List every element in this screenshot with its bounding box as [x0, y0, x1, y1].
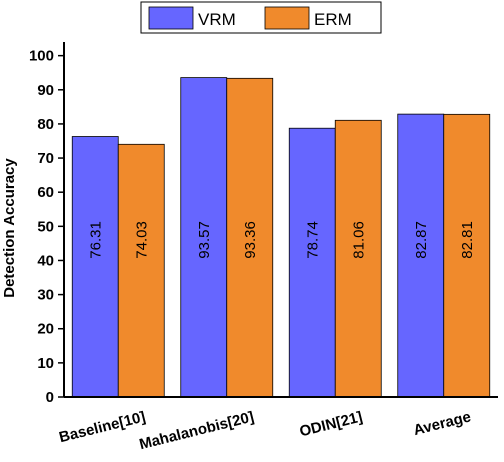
- legend-swatch-erm: [264, 6, 310, 30]
- bar-erm-2: [334, 119, 382, 398]
- y-tick-label: 80: [37, 116, 54, 133]
- data-label-vrm-3: 82.87: [413, 221, 430, 259]
- category-label: Baseline[10]: [57, 408, 147, 446]
- category-label: Average: [412, 408, 473, 439]
- bar-erm-1: [226, 77, 274, 398]
- legend: VRM ERM: [140, 1, 382, 34]
- y-tick-label: 60: [37, 184, 54, 201]
- bar-vrm-1: [180, 77, 228, 398]
- data-labels: 76.31 74.03 93.57 93.36 78.74 81.06 82.87 82.81: [87, 221, 476, 259]
- y-tick-label: 70: [37, 150, 54, 167]
- bar-vrm-0: [71, 136, 119, 398]
- axes-frame: [63, 42, 498, 398]
- y-tick-label: 30: [37, 287, 54, 304]
- legend-swatch-vrm: [148, 6, 194, 30]
- data-label-erm-2: 81.06: [350, 221, 367, 259]
- y-axis-ticks: 0 10 20 30 40 50 60 70 80 90 100: [29, 48, 64, 406]
- data-label-erm-1: 93.36: [242, 221, 259, 259]
- legend-label-vrm: VRM: [198, 10, 236, 29]
- bar-erm-3: [443, 113, 491, 398]
- y-tick-label: 10: [37, 355, 54, 372]
- y-tick-label: 0: [46, 389, 54, 406]
- category-label: Mahalanobis[20]: [138, 408, 256, 453]
- bar-vrm-2: [288, 127, 336, 398]
- legend-label-erm: ERM: [314, 10, 352, 29]
- y-tick-label: 90: [37, 82, 54, 99]
- y-tick-label: 100: [29, 48, 54, 65]
- bars: [71, 77, 491, 398]
- y-tick-label: 20: [37, 321, 54, 338]
- y-axis-title: Detection Accuracy: [1, 158, 18, 298]
- data-label-erm-0: 74.03: [133, 221, 150, 259]
- data-label-vrm-1: 93.57: [196, 221, 213, 259]
- data-label-vrm-0: 76.31: [87, 221, 104, 259]
- y-tick-label: 50: [37, 218, 54, 235]
- category-labels: Baseline[10]Mahalanobis[20] ODIN[21] Avera…: [57, 408, 472, 453]
- y-tick-label: 40: [37, 252, 54, 269]
- data-label-erm-3: 82.81: [459, 221, 476, 259]
- category-label: ODIN[21]: [298, 408, 364, 440]
- bar-erm-0: [117, 143, 165, 398]
- data-label-vrm-2: 78.74: [304, 221, 321, 259]
